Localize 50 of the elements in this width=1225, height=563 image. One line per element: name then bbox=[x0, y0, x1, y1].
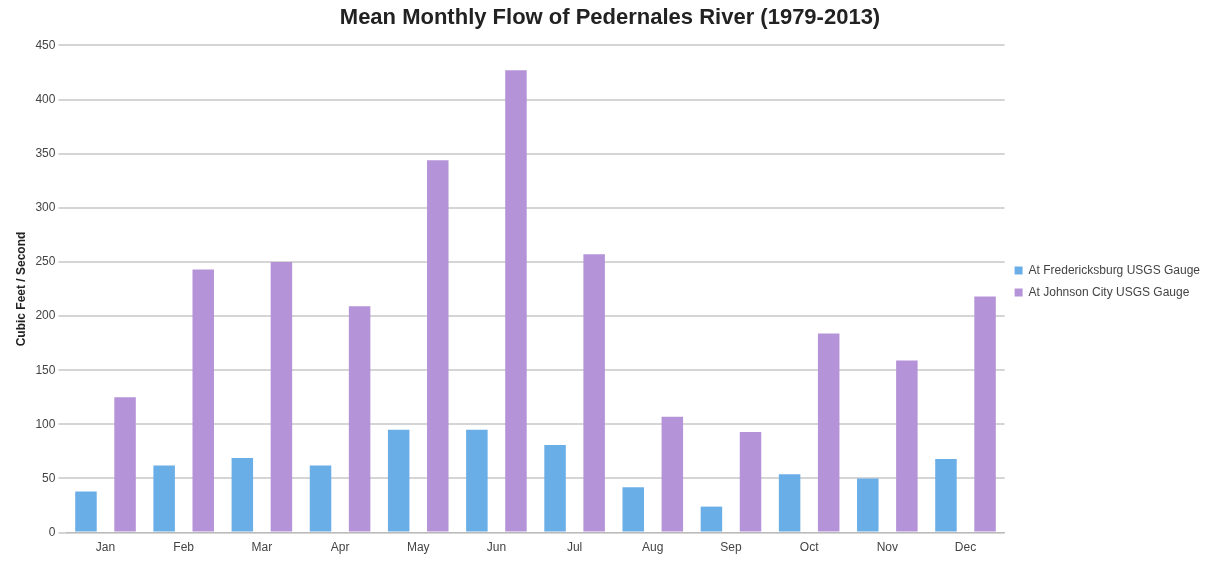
x-tick-label: Dec bbox=[954, 540, 977, 555]
bar bbox=[153, 465, 175, 532]
x-tick-label: Aug bbox=[642, 540, 664, 555]
bar bbox=[935, 458, 957, 532]
x-tick-label: Sep bbox=[720, 540, 742, 555]
x-tick-label: May bbox=[406, 540, 430, 555]
y-tick-label: 300 bbox=[35, 200, 56, 215]
legend-label: At Johnson City USGS Gauge bbox=[1028, 284, 1190, 299]
bar bbox=[231, 457, 254, 532]
bar bbox=[387, 429, 410, 532]
x-tick-label: Oct bbox=[799, 540, 820, 555]
bar bbox=[857, 478, 879, 532]
bar bbox=[427, 160, 449, 532]
bar bbox=[583, 254, 605, 532]
bar bbox=[896, 360, 918, 532]
y-tick-label: 450 bbox=[35, 37, 56, 52]
y-tick-label: 100 bbox=[35, 416, 56, 431]
bar bbox=[505, 70, 527, 532]
bar bbox=[466, 429, 488, 532]
y-tick-label: 50 bbox=[42, 470, 56, 485]
bar bbox=[778, 474, 801, 532]
bar bbox=[661, 416, 684, 532]
y-tick-label: 0 bbox=[48, 524, 56, 539]
bar bbox=[622, 487, 644, 532]
bar bbox=[348, 306, 371, 532]
y-tick-label: 400 bbox=[35, 91, 56, 106]
y-axis-title: Cubic Feet / Second bbox=[13, 231, 28, 347]
y-tick-label: 200 bbox=[35, 308, 56, 323]
x-tick-label: Jul bbox=[566, 540, 583, 555]
chart-title: Mean Monthly Flow of Pedernales River (1979-2013) bbox=[339, 4, 881, 30]
bar bbox=[974, 296, 996, 532]
x-tick-label: Nov bbox=[876, 540, 898, 555]
bar bbox=[192, 269, 214, 532]
legend-label: At Fredericksburg USGS Gauge bbox=[1028, 262, 1201, 277]
x-tick-label: Apr bbox=[330, 540, 350, 555]
x-tick-label: Jan bbox=[95, 540, 116, 555]
bar bbox=[739, 431, 762, 532]
bar bbox=[309, 465, 332, 532]
bar bbox=[700, 506, 723, 532]
bar bbox=[817, 333, 840, 532]
y-tick-label: 250 bbox=[35, 254, 56, 269]
bar bbox=[114, 397, 136, 532]
x-tick-label: Mar bbox=[251, 540, 273, 555]
bar bbox=[75, 491, 97, 532]
bar bbox=[270, 261, 293, 532]
y-tick-label: 150 bbox=[35, 362, 56, 377]
x-tick-label: Jun bbox=[486, 540, 507, 555]
y-tick-label: 350 bbox=[35, 145, 56, 160]
bar bbox=[544, 444, 566, 532]
x-tick-label: Feb bbox=[173, 540, 195, 555]
